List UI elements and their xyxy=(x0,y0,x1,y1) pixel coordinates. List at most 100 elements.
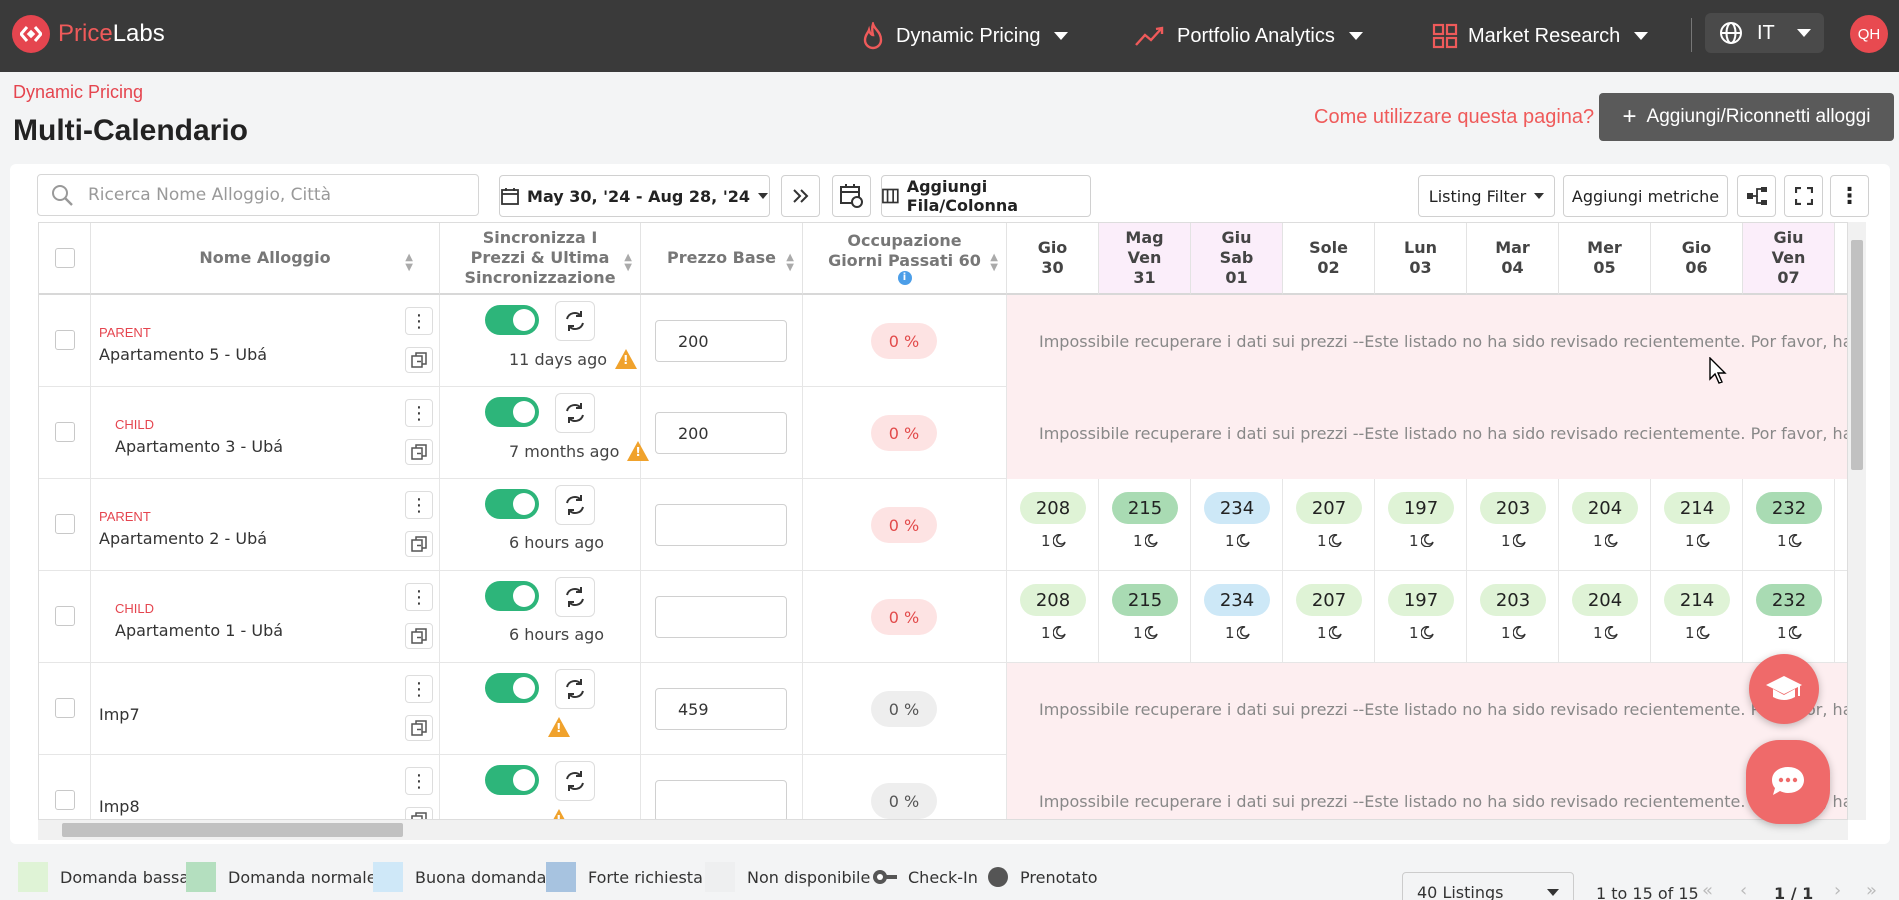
price-day-cell[interactable] xyxy=(1467,571,1559,663)
copy-listing-button[interactable] xyxy=(405,807,433,819)
sync-toggle[interactable] xyxy=(485,305,539,335)
daily-price[interactable]: 207 xyxy=(1296,584,1362,616)
nav-market-research[interactable]: Market Research xyxy=(1432,16,1649,56)
price-day-cell[interactable] xyxy=(1651,571,1743,663)
price-day-cell[interactable] xyxy=(1191,571,1283,663)
daily-price[interactable]: 234 xyxy=(1204,492,1270,524)
daily-price[interactable]: 197 xyxy=(1388,584,1454,616)
date-column-header[interactable]: Mar 04 xyxy=(1467,223,1559,295)
price-day-cell[interactable] xyxy=(1099,571,1191,663)
sync-now-button[interactable] xyxy=(555,301,595,341)
row-checkbox[interactable] xyxy=(55,606,75,626)
base-price-input[interactable] xyxy=(655,596,787,638)
price-day-cell[interactable] xyxy=(1007,479,1099,571)
date-column-header[interactable]: Giu Sab 01 xyxy=(1191,223,1283,295)
price-day-cell[interactable] xyxy=(1375,571,1467,663)
academy-button[interactable] xyxy=(1749,654,1819,724)
sync-now-button[interactable] xyxy=(555,669,595,709)
base-price-input[interactable]: 200 xyxy=(655,320,787,362)
daily-price[interactable]: 208 xyxy=(1020,492,1086,524)
daily-price[interactable]: 203 xyxy=(1480,584,1546,616)
row-menu-button[interactable]: ⋮ xyxy=(405,491,433,519)
user-avatar[interactable]: QH xyxy=(1850,15,1888,53)
nav-portfolio-analytics[interactable]: Portfolio Analytics xyxy=(1135,16,1363,56)
date-column-header[interactable]: Mag Ven 31 xyxy=(1099,223,1191,295)
fullscreen-button[interactable] xyxy=(1784,175,1823,217)
base-price-input[interactable] xyxy=(655,504,787,546)
copy-listing-button[interactable] xyxy=(405,623,433,649)
help-link[interactable]: Come utilizzare questa pagina? xyxy=(1314,106,1595,128)
daily-price[interactable]: 197 xyxy=(1388,492,1454,524)
column-header-occupancy[interactable]: Occupazione Giorni Passati 60 i ▲ ▼ xyxy=(803,223,1007,295)
sync-toggle[interactable] xyxy=(485,489,539,519)
add-listings-button[interactable]: + Aggiungi/Riconnetti alloggi xyxy=(1599,93,1894,141)
breadcrumb[interactable]: Dynamic Pricing xyxy=(13,82,144,102)
row-menu-button[interactable]: ⋮ xyxy=(405,767,433,795)
daily-price[interactable]: 204 xyxy=(1572,584,1638,616)
daily-price[interactable]: 232 xyxy=(1756,492,1822,524)
hierarchy-button[interactable] xyxy=(1737,175,1776,217)
row-checkbox[interactable] xyxy=(55,330,75,350)
price-day-cell[interactable] xyxy=(1835,571,1847,663)
price-day-cell[interactable] xyxy=(1559,479,1651,571)
daily-price[interactable]: 215 xyxy=(1112,584,1178,616)
row-checkbox[interactable] xyxy=(55,514,75,534)
more-options-button[interactable]: ⋮ xyxy=(1830,175,1869,217)
listing-filter-button[interactable]: Listing Filter xyxy=(1418,175,1555,217)
listings-per-page-select[interactable]: 40 Listings xyxy=(1402,872,1574,900)
last-page-icon[interactable]: » xyxy=(1866,880,1878,900)
prev-page-icon[interactable]: ‹ xyxy=(1740,880,1748,900)
sync-now-button[interactable] xyxy=(555,485,595,525)
daily-price[interactable]: 232 xyxy=(1756,584,1822,616)
price-day-cell[interactable] xyxy=(1467,479,1559,571)
sync-now-button[interactable] xyxy=(555,761,595,801)
search-input[interactable]: Ricerca Nome Alloggio, Città xyxy=(37,174,479,216)
daily-price[interactable]: 203 xyxy=(1480,492,1546,524)
row-menu-button[interactable]: ⋮ xyxy=(405,675,433,703)
sync-toggle[interactable] xyxy=(485,673,539,703)
vertical-scroll-thumb[interactable] xyxy=(1851,240,1863,470)
row-menu-button[interactable]: ⋮ xyxy=(405,307,433,335)
nav-dynamic-pricing[interactable]: Dynamic Pricing xyxy=(860,16,1069,56)
price-day-cell[interactable] xyxy=(1651,479,1743,571)
language-selector[interactable]: IT xyxy=(1705,13,1824,53)
horizontal-scrollbar[interactable] xyxy=(38,820,1848,840)
horizontal-scroll-thumb[interactable] xyxy=(62,823,403,837)
sync-toggle[interactable] xyxy=(485,581,539,611)
column-header-sync[interactable]: Sincronizza I Prezzi & Ultima Sincronizz… xyxy=(440,223,641,295)
date-column-header[interactable]: Gio 30 xyxy=(1007,223,1099,295)
skip-forward-button[interactable] xyxy=(781,175,820,217)
date-range-picker[interactable]: May 30, '24 - Aug 28, '24 xyxy=(499,175,770,217)
price-day-cell[interactable] xyxy=(1743,479,1835,571)
price-day-cell[interactable] xyxy=(1099,479,1191,571)
row-checkbox[interactable] xyxy=(55,698,75,718)
price-day-cell[interactable] xyxy=(1007,571,1099,663)
price-day-cell[interactable] xyxy=(1283,479,1375,571)
base-price-input[interactable]: 459 xyxy=(655,688,787,730)
row-checkbox[interactable] xyxy=(55,790,75,810)
add-row-column-button[interactable]: Aggiungi Fila/Colonna xyxy=(881,175,1091,217)
copy-listing-button[interactable] xyxy=(405,439,433,465)
date-column-header[interactable]: Lun 03 xyxy=(1375,223,1467,295)
column-header-base-price[interactable]: Prezzo Base ▲ ▼ xyxy=(641,223,803,295)
date-column-header[interactable]: Sole 02 xyxy=(1283,223,1375,295)
listing-name[interactable]: Apartamento 5 - Ubá xyxy=(99,345,268,364)
date-column-header[interactable]: Giu Ven 07 xyxy=(1743,223,1835,295)
daily-price[interactable]: 204 xyxy=(1572,492,1638,524)
daily-price[interactable]: 215 xyxy=(1112,492,1178,524)
listing-name[interactable]: Apartamento 1 - Ubá xyxy=(115,621,284,640)
daily-price[interactable]: 207 xyxy=(1296,492,1362,524)
date-column-header[interactable]: Mer 05 xyxy=(1559,223,1651,295)
select-all-checkbox[interactable] xyxy=(54,248,75,268)
sync-now-button[interactable] xyxy=(555,577,595,617)
daily-price[interactable]: 208 xyxy=(1020,584,1086,616)
column-header-name[interactable]: Nome Alloggio ▲ ▼ xyxy=(91,223,440,295)
sync-toggle[interactable] xyxy=(485,397,539,427)
first-page-icon[interactable]: « xyxy=(1702,880,1714,900)
copy-listing-button[interactable] xyxy=(405,531,433,557)
row-menu-button[interactable]: ⋮ xyxy=(405,583,433,611)
row-menu-button[interactable]: ⋮ xyxy=(405,399,433,427)
price-day-cell[interactable] xyxy=(1283,571,1375,663)
price-day-cell[interactable] xyxy=(1191,479,1283,571)
chat-button[interactable] xyxy=(1746,740,1830,824)
